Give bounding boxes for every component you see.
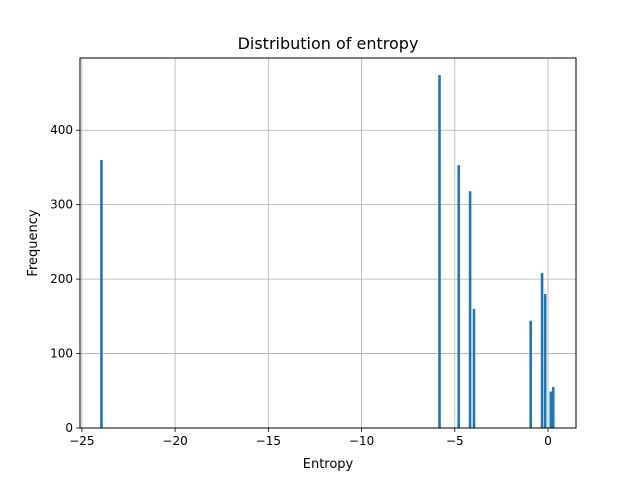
y-axis-label: Frequency xyxy=(26,209,41,276)
histogram-bar xyxy=(549,391,553,428)
x-axis-ticks: −25 −20 −15 −10 −5 0 xyxy=(69,428,552,448)
y-tick-label: 300 xyxy=(50,198,73,212)
y-tick-label: 400 xyxy=(50,123,73,137)
x-tick-label: −15 xyxy=(256,434,281,448)
bars xyxy=(100,75,555,429)
histogram-bar xyxy=(468,191,472,428)
x-axis-label: Entropy xyxy=(303,457,354,472)
x-tick-label: 0 xyxy=(544,434,552,448)
x-tick-label: −10 xyxy=(349,434,374,448)
histogram-bar xyxy=(100,159,103,429)
histogram-bar xyxy=(457,165,461,428)
grid-lines xyxy=(80,58,576,429)
y-tick-label: 100 xyxy=(50,347,73,361)
x-tick-label: −20 xyxy=(162,434,187,448)
histogram-bar xyxy=(543,293,547,428)
y-tick-label: 0 xyxy=(65,421,73,435)
y-tick-label: 200 xyxy=(50,272,73,286)
x-tick-label: −25 xyxy=(69,434,94,448)
y-axis-ticks: 0 100 200 300 400 xyxy=(50,123,80,435)
histogram-bar xyxy=(472,308,476,428)
chart-title: Distribution of entropy xyxy=(238,34,419,53)
plot-frame xyxy=(79,57,577,429)
histogram-bar xyxy=(529,320,532,428)
histogram-bar xyxy=(540,273,544,428)
histogram-bar xyxy=(551,387,555,428)
x-tick-label: −5 xyxy=(446,434,464,448)
histogram-bar xyxy=(438,75,441,428)
